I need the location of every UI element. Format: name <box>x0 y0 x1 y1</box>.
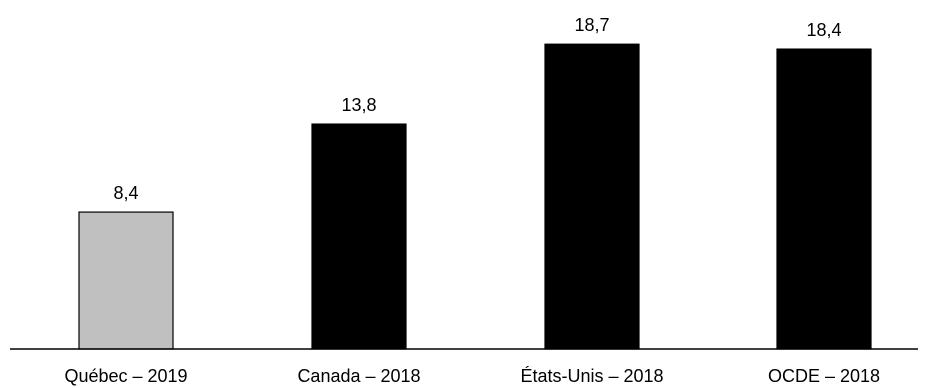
x-tick-label-1: Québec – 2019 <box>64 366 187 386</box>
data-label-2: 13,8 <box>341 95 376 115</box>
x-tick-label-3: États-Unis – 2018 <box>520 366 663 386</box>
data-label-1: 8,4 <box>113 183 138 203</box>
bar-3 <box>544 43 640 350</box>
bar-2 <box>311 123 407 350</box>
data-label-4: 18,4 <box>806 20 841 40</box>
bar-4 <box>776 48 872 350</box>
bars-layer <box>78 43 872 350</box>
data-label-3: 18,7 <box>574 15 609 35</box>
x-tick-label-2: Canada – 2018 <box>297 366 420 386</box>
labels-layer: 8,4 Québec – 2019 13,8 Canada – 2018 18,7 Éta… <box>64 15 880 386</box>
x-tick-label-4: OCDE – 2018 <box>768 366 880 386</box>
bar-1 <box>78 211 174 350</box>
